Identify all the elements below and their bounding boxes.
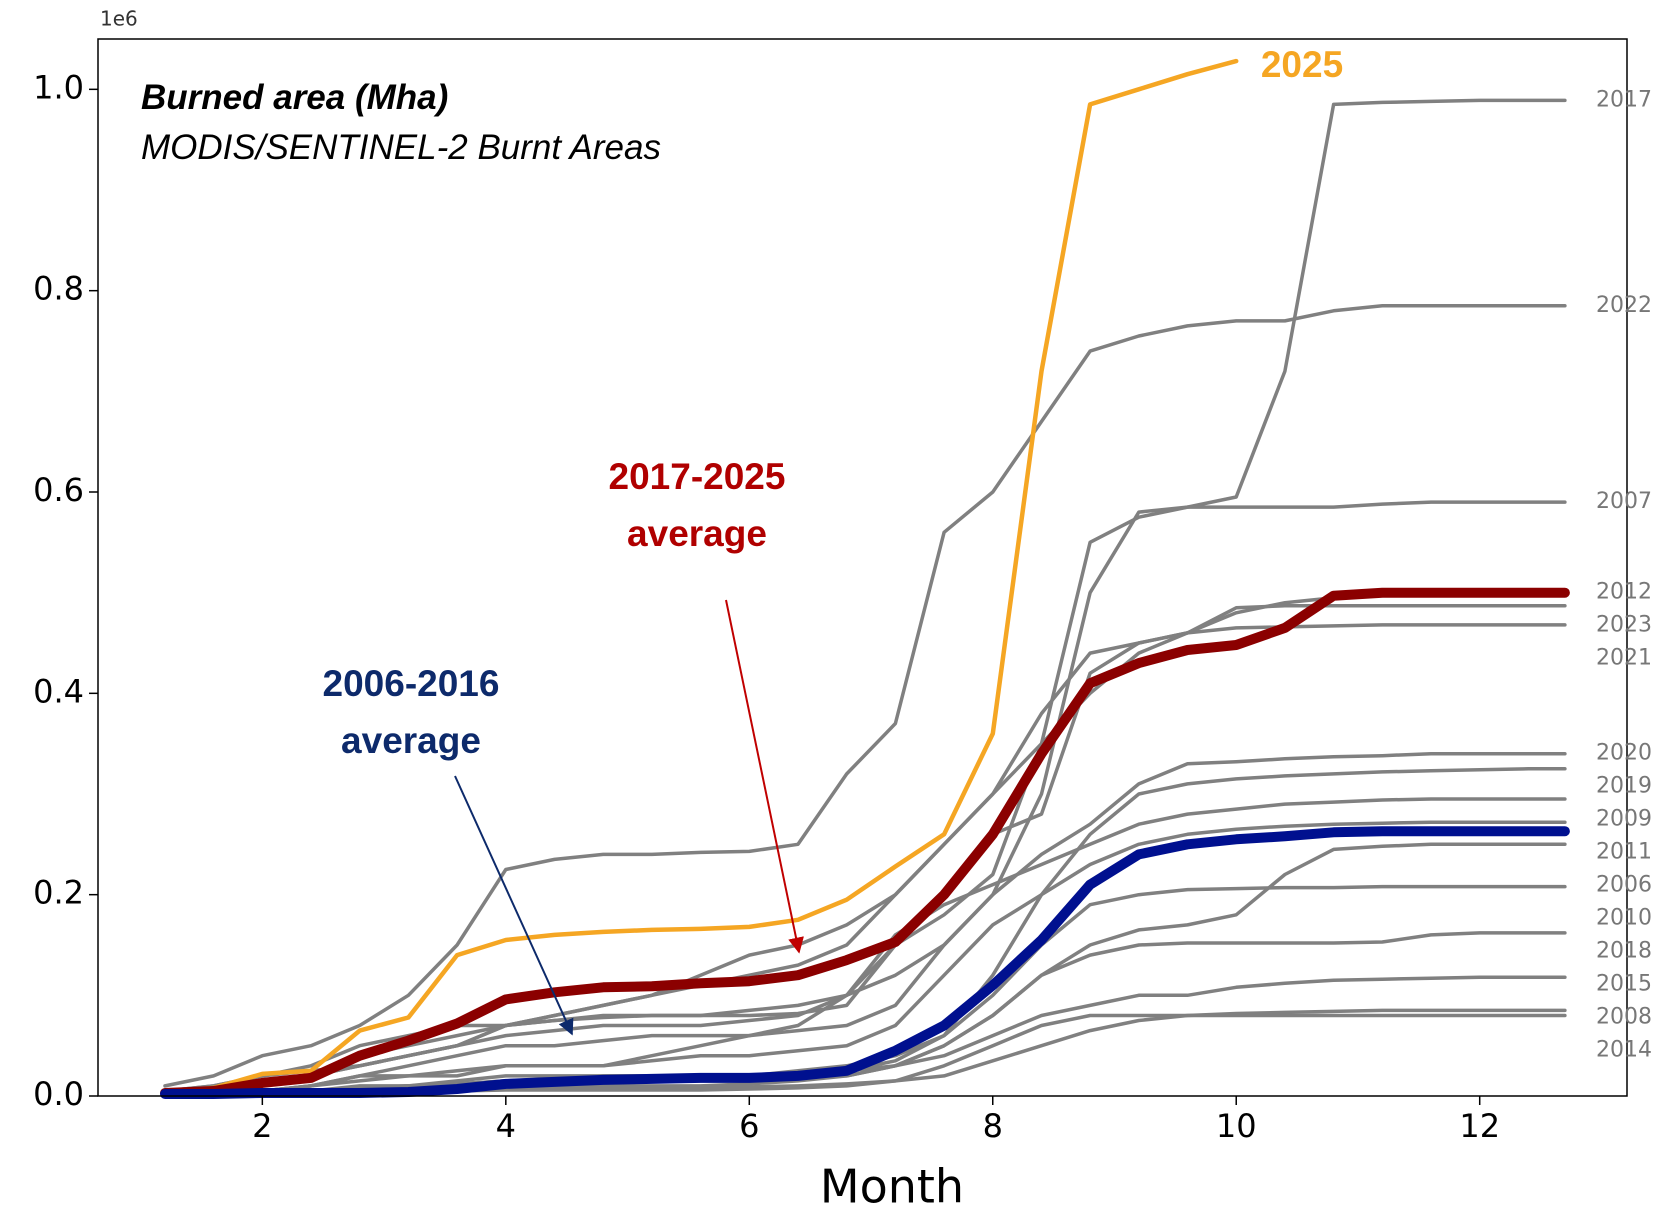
series-end-label: 2007 [1596,489,1652,514]
series-end-label: 2017 [1596,87,1652,112]
series-end-label: 2019 [1596,774,1652,799]
series-line [163,820,1567,1096]
axes-frame [97,38,1628,1097]
series-line [163,751,1567,1096]
x-tick-label: 2 [252,1107,272,1145]
annotation-arrow [725,599,804,954]
series-end-label: 2011 [1596,840,1652,865]
x-tick-label: 4 [496,1107,516,1145]
series-end-label: 2009 [1596,807,1652,832]
y-tick-label: 0.6 [33,471,84,509]
series-line [163,797,1567,1093]
x-tick-label: 8 [983,1107,1003,1145]
x-axis-label: Month [820,1160,964,1214]
series-label: 2006-2016 average [322,663,500,761]
series-label: 2017-2025 average [608,456,786,554]
y-tick-label: 0.0 [33,1075,84,1113]
series-end-label: 2023 [1596,613,1652,638]
series-line [163,304,1567,1088]
series-end-label: 2010 [1596,906,1652,931]
offset-label: 1e6 [100,7,138,31]
y-tick-label: 0.2 [33,874,84,912]
x-tick-label: 6 [739,1107,759,1145]
series-end-label: 2014 [1596,1038,1652,1063]
lines [160,58,1570,1099]
series-end-label: 2008 [1596,1005,1652,1030]
series-end-label: 2021 [1596,646,1652,671]
series-end-label: 2018 [1596,939,1652,964]
series-end-label: 2006 [1596,873,1652,898]
x-tick-label: 12 [1459,1107,1500,1145]
y-tick-label: 0.4 [33,672,84,710]
x-tick-label: 10 [1216,1107,1257,1145]
series-end-label: 2012 [1596,580,1652,605]
y-tick-label: 1.0 [33,68,84,106]
series-label: 2025 [1260,44,1344,85]
series-line [162,58,1239,1096]
series-line [163,975,1567,1097]
chart-title: Burned area (Mha) [141,78,449,117]
series-end-label: 2020 [1596,741,1652,766]
series-line [160,826,1570,1099]
series-end-label: 2015 [1596,972,1652,997]
series-line [163,842,1567,1097]
annotation-arrow [454,775,574,1036]
y-tick-label: 0.8 [33,270,84,308]
series-end-label: 2022 [1596,293,1652,318]
chart-subtitle: MODIS/SENTINEL-2 Burnt Areas [141,128,661,167]
series-line [160,587,1570,1098]
series-line [163,500,1567,1093]
